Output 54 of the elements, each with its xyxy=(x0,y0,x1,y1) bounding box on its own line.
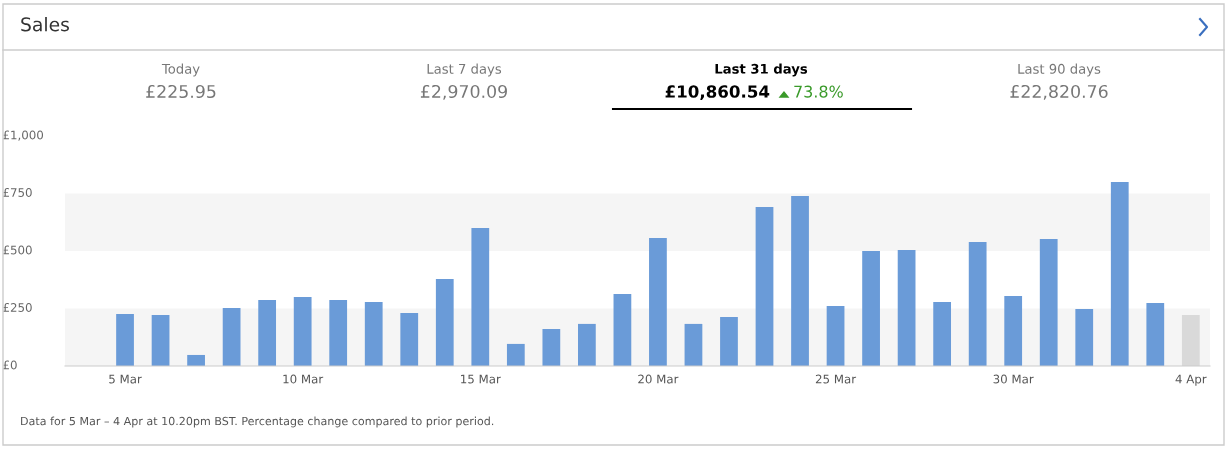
text: £22,820.76 xyxy=(1010,84,1108,100)
bar xyxy=(577,323,596,366)
x-tick-label: 20 Mar xyxy=(638,374,679,384)
y-tick-label: £500 xyxy=(3,245,32,255)
bar xyxy=(826,305,845,366)
bar xyxy=(649,237,667,366)
y-tick-label: £0 xyxy=(3,360,17,370)
text: Data for 5 Mar – 4 Apr at 10.20pm BST. Percentage change compared to prior period. xyxy=(21,416,494,428)
chart-title: Sales xyxy=(21,16,69,32)
y-tick-label: £250 xyxy=(3,303,32,312)
x-tick-label: 15 Mar xyxy=(461,374,501,384)
bar xyxy=(435,279,454,366)
bar xyxy=(258,299,277,366)
bar xyxy=(1004,296,1023,366)
bar xyxy=(471,228,490,366)
bar xyxy=(1110,182,1129,366)
y-tick-label: £1,000 xyxy=(3,130,44,141)
text: Last 90 days xyxy=(1018,63,1101,77)
bar xyxy=(720,317,738,366)
x-tick-label: 30 Mar xyxy=(993,374,1034,384)
bar xyxy=(151,314,170,366)
bar xyxy=(1075,308,1094,366)
bar xyxy=(329,299,348,366)
text: £10,860.54 xyxy=(665,85,770,100)
x-tick-label: 5 Mar xyxy=(109,374,142,384)
bar xyxy=(862,251,880,366)
text: Last 31 days xyxy=(715,63,808,77)
text: Last 7 days xyxy=(427,63,502,77)
text: £2,970.09 xyxy=(420,84,507,100)
text: 73.8% xyxy=(794,85,843,98)
bar xyxy=(364,302,383,366)
bar xyxy=(968,242,987,366)
bar xyxy=(116,314,134,366)
bar xyxy=(684,323,703,366)
text: £225.95 xyxy=(146,84,216,99)
bar xyxy=(542,328,561,366)
bar xyxy=(613,294,632,366)
bar xyxy=(791,196,809,366)
bar xyxy=(1181,314,1200,366)
x-tick-label: 4 Apr xyxy=(1175,374,1207,386)
y-tick-label: £750 xyxy=(3,188,32,197)
bar xyxy=(897,250,916,366)
text: Today xyxy=(161,63,200,77)
bar xyxy=(222,308,241,366)
x-tick-label: 25 Mar xyxy=(815,374,857,384)
bar xyxy=(933,302,952,366)
bar xyxy=(755,207,774,366)
x-tick-label: 10 Mar xyxy=(283,374,324,384)
bar xyxy=(506,343,525,366)
bar xyxy=(187,354,205,366)
bar xyxy=(400,313,419,366)
bar xyxy=(1146,302,1165,366)
bar xyxy=(1039,239,1058,366)
bar xyxy=(293,297,312,366)
